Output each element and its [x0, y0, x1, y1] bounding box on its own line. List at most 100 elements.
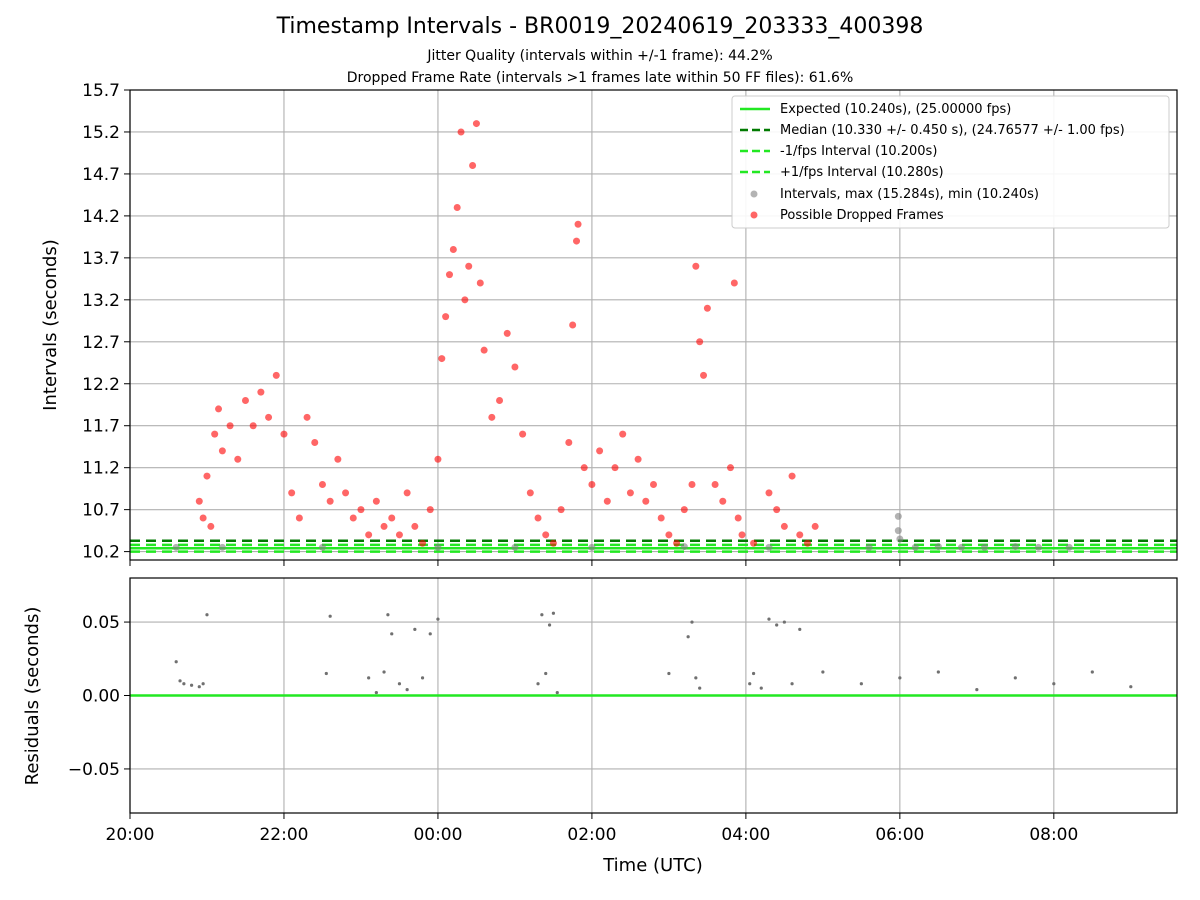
legend-dropped-label: Possible Dropped Frames — [780, 208, 944, 223]
y-tick-label: 12.7 — [82, 333, 120, 353]
legend: Expected (10.240s), (25.00000 fps) Media… — [731, 95, 1170, 229]
residual-point — [694, 676, 698, 680]
dropped-frame-point — [796, 531, 804, 539]
dropped-frame-point — [395, 531, 403, 539]
residual-point — [759, 686, 763, 690]
interval-point — [218, 543, 226, 551]
y-tick-label: 12.2 — [82, 375, 120, 395]
y-tick-label: 15.2 — [82, 123, 120, 143]
dropped-frame-point — [280, 430, 288, 438]
dropped-frame-point — [199, 514, 207, 522]
dropped-frame-point — [619, 430, 627, 438]
dropped-frame-point — [680, 506, 688, 514]
dropped-frame-point — [203, 472, 211, 480]
residual-point — [382, 670, 386, 674]
interval-point — [894, 512, 902, 520]
dropped-frame-point — [665, 531, 673, 539]
dropped-frame-point — [318, 480, 326, 488]
dropped-frame-point — [469, 162, 477, 170]
dropped-frame-point — [426, 506, 434, 514]
residual-point — [182, 682, 186, 686]
residual-point — [540, 613, 544, 617]
dropped-frame-point — [288, 489, 296, 497]
interval-point — [1065, 543, 1073, 551]
dropped-frame-point — [634, 455, 642, 463]
dropped-frame-point — [557, 506, 565, 514]
residual-point — [767, 617, 771, 621]
dropped-frame-point — [542, 531, 550, 539]
residual-point — [544, 671, 548, 676]
dropped-frame-point — [226, 422, 234, 430]
residual-point — [413, 627, 417, 632]
dropped-frame-point — [403, 489, 411, 497]
x-tick-label: 02:00 — [567, 825, 616, 845]
residual-point — [178, 679, 182, 683]
legend-intervals-label: Intervals, max (15.284s), min (10.240s) — [780, 187, 1039, 202]
dropped-frame-point — [511, 363, 519, 371]
interval-point — [511, 543, 519, 551]
y-tick-label: 13.2 — [82, 291, 120, 311]
intervals-plot: 10.2 10.7 11.2 11.7 12.2 12.7 13.2 13.7 14.2 14.7… — [40, 81, 1178, 566]
interval-point — [1034, 543, 1042, 551]
interval-point — [957, 543, 965, 551]
dropped-frame-point — [303, 413, 311, 421]
x-tick-label: 08:00 — [1029, 825, 1078, 845]
dropped-frame-point — [673, 539, 681, 547]
dropped-frame-point — [342, 489, 350, 497]
dropped-frame-point — [730, 279, 738, 287]
interval-point — [434, 543, 442, 551]
dropped-frame-point — [480, 346, 488, 354]
residual-point — [748, 682, 752, 686]
residual-point — [859, 682, 863, 686]
dropped-frame-point — [711, 480, 719, 488]
x-tick-label: 04:00 — [721, 825, 770, 845]
dropped-frame-point — [642, 497, 650, 505]
legend-minus-fps-label: -1/fps Interval (10.200s) — [780, 144, 937, 159]
dropped-frame-point — [215, 405, 223, 413]
legend-dropped-marker — [750, 211, 758, 219]
interval-point — [865, 543, 873, 551]
dropped-frame-point — [574, 220, 582, 228]
jitter-quality-subtitle: Jitter Quality (intervals within +/-1 fr… — [427, 48, 773, 64]
residual-point — [436, 617, 440, 621]
dropped-frame-point — [249, 422, 257, 430]
dropped-frame-point — [657, 514, 665, 522]
dropped-frame-point — [365, 531, 373, 539]
dropped-frame-point — [272, 371, 280, 379]
dropped-frame-point — [465, 262, 473, 270]
interval-point — [896, 535, 904, 543]
legend-expected-label: Expected (10.240s), (25.00000 fps) — [780, 102, 1011, 117]
dropped-frame-point — [503, 329, 511, 337]
dropped-frame-point — [257, 388, 265, 396]
dropped-frame-point — [372, 497, 380, 505]
intervals-axis-ticks: 10.2 10.7 11.2 11.7 12.2 12.7 13.2 13.7 14.2 14.7… — [82, 81, 1055, 566]
x-tick-label: 22:00 — [259, 825, 308, 845]
residual-point — [324, 671, 328, 676]
residual-point — [667, 671, 671, 676]
dropped-frame-point — [457, 128, 465, 136]
residual-point — [775, 623, 779, 627]
dropped-frame-point — [565, 439, 573, 446]
residuals-plot: −0.05 0.00 0.05 20:00 22:00 00:00 02:00 04:00 06… — [22, 577, 1178, 876]
residual-point — [189, 683, 194, 687]
dropped-frame-point — [726, 464, 734, 472]
dropped-frame-point — [357, 506, 365, 514]
chart-title: Timestamp Intervals - BR0019_20240619_20… — [276, 14, 924, 39]
dropped-frame-point — [688, 480, 696, 488]
x-axis-label: Time (UTC) — [602, 855, 703, 876]
dropped-frame-point — [549, 539, 557, 547]
dropped-frame-point — [803, 539, 811, 547]
dropped-frame-point — [738, 531, 746, 539]
interval-point — [588, 543, 596, 551]
dropped-frame-point — [334, 455, 342, 463]
residual-point — [367, 676, 371, 680]
interval-point — [680, 543, 688, 551]
dropped-frame-point — [696, 338, 704, 346]
dropped-frame-point — [388, 514, 396, 522]
residual-point — [686, 635, 690, 639]
residual-point — [390, 632, 394, 636]
dropped-frame-point — [207, 522, 215, 530]
dropped-frame-point — [596, 447, 604, 455]
dropped-frame-point — [526, 489, 534, 497]
